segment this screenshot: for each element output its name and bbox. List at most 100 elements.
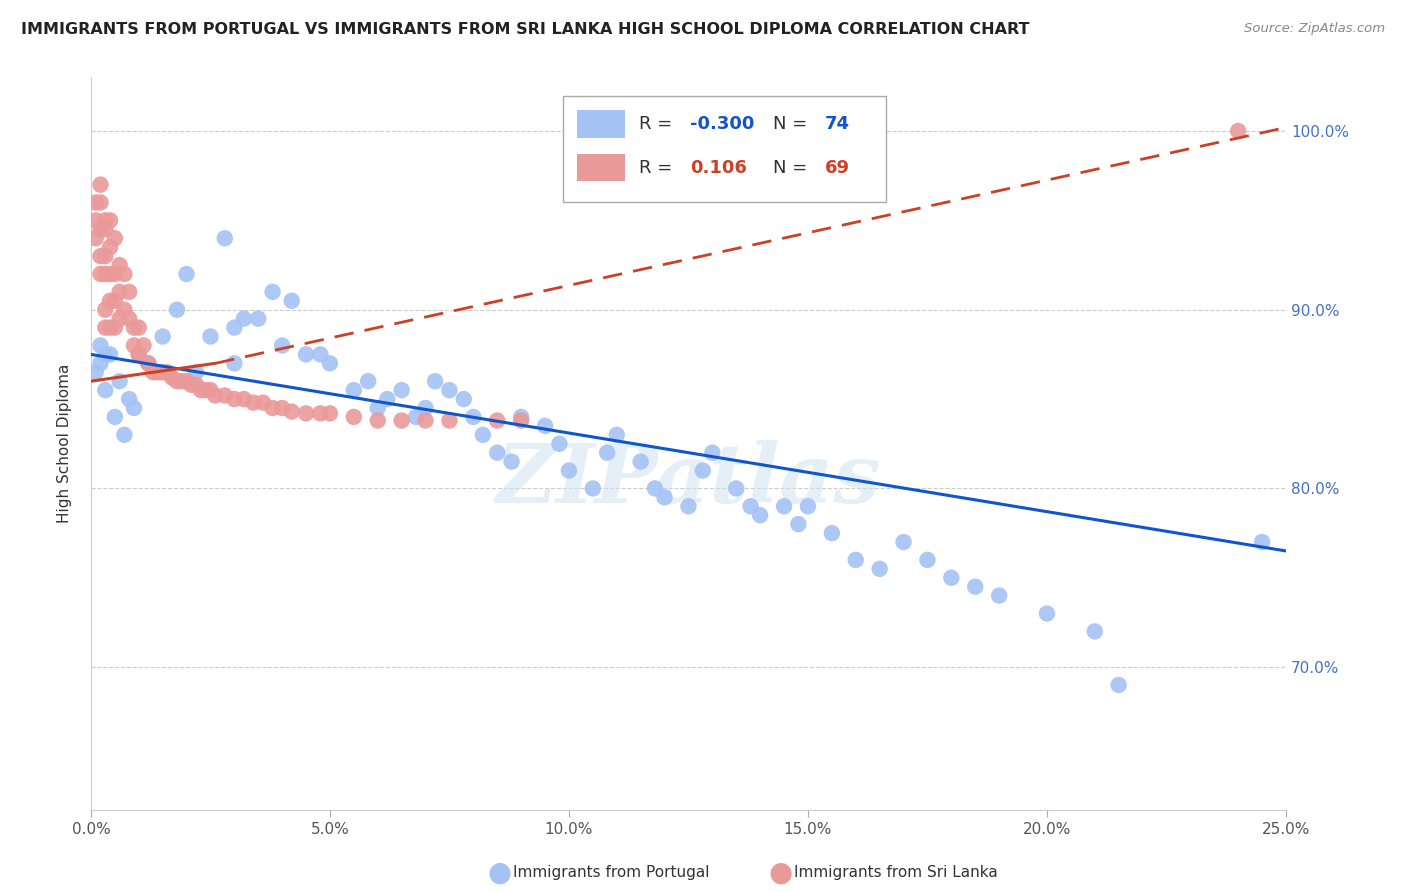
Point [309, 347, 332, 361]
Point [89, 267, 111, 281]
Point [821, 526, 844, 541]
Point [180, 377, 202, 392]
Text: Source: ZipAtlas.com: Source: ZipAtlas.com [1244, 22, 1385, 36]
Point [242, 395, 264, 409]
Point [89, 338, 111, 352]
Point [98, 293, 121, 308]
Point [582, 482, 605, 496]
Point [152, 329, 174, 343]
Text: ●: ● [768, 858, 793, 887]
Point [224, 392, 246, 406]
Point [869, 562, 891, 576]
Point [214, 388, 236, 402]
Point [132, 338, 155, 352]
Point [84, 365, 107, 379]
Point [558, 464, 581, 478]
Point [965, 580, 987, 594]
Text: ZIPatlas: ZIPatlas [496, 441, 882, 520]
Point [606, 427, 628, 442]
Point [214, 231, 236, 245]
Point [84, 213, 107, 227]
Text: N =: N = [773, 159, 813, 177]
Point [204, 388, 226, 402]
Point [1084, 624, 1107, 639]
Point [486, 445, 509, 459]
Point [678, 500, 700, 514]
Point [1251, 535, 1274, 549]
Point [596, 445, 619, 459]
Point [548, 436, 571, 450]
Point [845, 553, 868, 567]
Point [142, 365, 165, 379]
FancyBboxPatch shape [562, 95, 886, 202]
Point [200, 329, 222, 343]
Point [112, 267, 135, 281]
Point [128, 347, 150, 361]
Point [98, 347, 121, 361]
Point [797, 500, 820, 514]
Point [439, 413, 461, 427]
Point [94, 347, 117, 361]
Point [280, 293, 302, 308]
Point [271, 338, 294, 352]
Point [262, 401, 284, 415]
Point [1036, 607, 1059, 621]
Text: R =: R = [640, 159, 679, 177]
Point [104, 231, 127, 245]
Point [118, 285, 141, 299]
Point [1227, 124, 1250, 138]
Point [224, 356, 246, 370]
Point [749, 508, 772, 523]
Point [94, 249, 117, 263]
Point [94, 383, 117, 397]
Point [122, 320, 145, 334]
Point [94, 222, 117, 236]
Point [108, 311, 131, 326]
Point [156, 365, 179, 379]
Text: 69: 69 [825, 159, 849, 177]
Point [471, 427, 494, 442]
Point [166, 302, 188, 317]
Point [94, 267, 117, 281]
Point [343, 409, 366, 424]
Point [357, 374, 380, 388]
Point [391, 383, 413, 397]
Point [692, 464, 714, 478]
Point [787, 517, 810, 532]
Text: ●: ● [486, 858, 512, 887]
Point [94, 320, 117, 334]
Text: IMMIGRANTS FROM PORTUGAL VS IMMIGRANTS FROM SRI LANKA HIGH SCHOOL DIPLOMA CORREL: IMMIGRANTS FROM PORTUGAL VS IMMIGRANTS F… [21, 22, 1029, 37]
Point [295, 406, 318, 420]
Point [262, 285, 284, 299]
Point [89, 249, 111, 263]
Text: R =: R = [640, 114, 679, 133]
Point [136, 356, 159, 370]
Point [271, 401, 294, 415]
Point [89, 356, 111, 370]
Point [89, 195, 111, 210]
Point [405, 409, 427, 424]
Point [534, 418, 557, 433]
Point [988, 589, 1011, 603]
Point [439, 383, 461, 397]
Text: 74: 74 [825, 114, 849, 133]
Point [453, 392, 475, 406]
Text: N =: N = [773, 114, 813, 133]
Point [160, 370, 183, 384]
Point [152, 365, 174, 379]
Point [128, 320, 150, 334]
Point [104, 320, 127, 334]
Point [654, 491, 676, 505]
Point [510, 409, 533, 424]
Point [89, 178, 111, 192]
Point [118, 311, 141, 326]
Point [415, 401, 437, 415]
Point [232, 392, 254, 406]
Point [112, 302, 135, 317]
Point [391, 413, 413, 427]
Point [84, 195, 107, 210]
Point [319, 356, 342, 370]
Point [98, 240, 121, 254]
Point [122, 338, 145, 352]
Y-axis label: High School Diploma: High School Diploma [58, 364, 72, 524]
